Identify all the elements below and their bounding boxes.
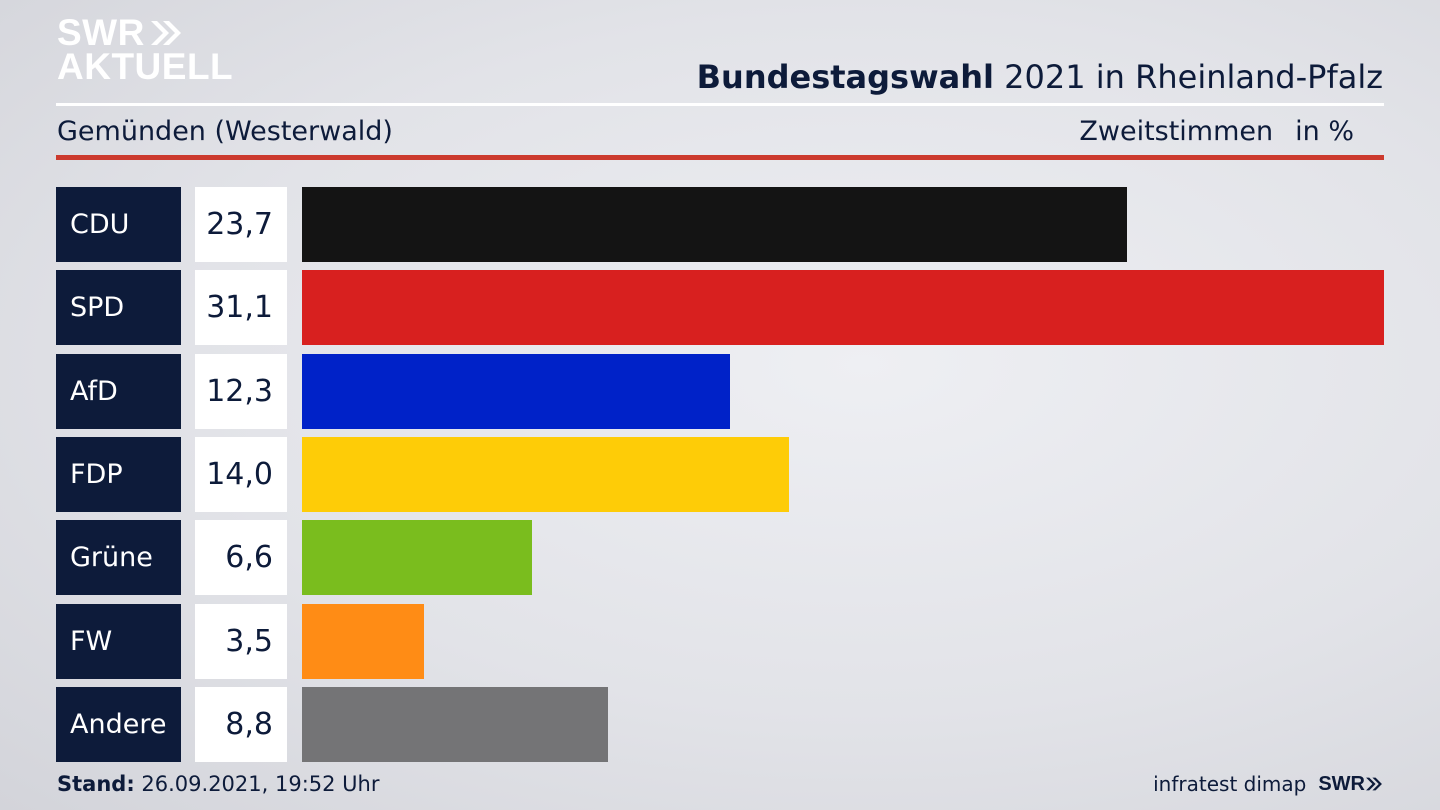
swr-footer-text: SWR [1318,772,1365,795]
party-label: Grüne [56,520,181,596]
bar-row: SPD 31,1 [56,270,1384,346]
bar [302,353,730,429]
title-rest: 2021 in Rheinland-Pfalz [994,58,1383,96]
value-label: 23,7 [195,187,287,262]
party-label: FW [56,603,181,679]
bar-row: CDU 23,7 [56,187,1384,262]
bar [302,187,1127,262]
bar-row: Andere 8,8 [56,686,1384,762]
bar-row: FDP 14,0 [56,436,1384,512]
party-label: FDP [56,436,181,512]
source-name: infratest dimap [1153,772,1307,796]
party-label: AfD [56,353,181,429]
logo-swr: SWR [57,12,233,53]
value-label: 14,0 [195,436,287,512]
bar [302,686,608,762]
divider-white [56,103,1384,106]
swr-aktuell-logo: SWR AKTUELL [57,12,234,87]
value-label: 31,1 [195,270,287,346]
value-label: 3,5 [195,603,287,679]
party-label: CDU [56,187,181,262]
double-chevron-right-icon [149,19,183,47]
bar-row: Grüne 6,6 [56,520,1384,596]
bar [302,436,789,512]
swr-footer-logo: SWR [1318,773,1383,796]
title-bold: Bundestagswahl [696,58,994,96]
source-credit: infratest dimap SWR [1153,772,1383,796]
double-chevron-right-icon [1366,777,1382,791]
value-label: 12,3 [195,353,287,429]
divider-red [56,155,1384,160]
stand-label: Stand: [57,772,135,796]
value-label: 8,8 [195,686,287,762]
timestamp: Stand: 26.09.2021, 19:52 Uhr [57,772,380,796]
bar [302,603,424,679]
bar-chart: CDU 23,7 SPD 31,1 AfD 12,3 FDP 14,0 Grüne 6,6 FW 3,… [56,187,1384,762]
bar [302,520,532,596]
bar [302,270,1384,346]
party-label: SPD [56,270,181,346]
stand-value: 26.09.2021, 19:52 Uhr [134,772,380,796]
value-label: 6,6 [195,520,287,596]
unit-label: in % [1295,116,1354,147]
bar-row: FW 3,5 [56,603,1384,679]
region-subtitle: Gemünden (Westerwald) [57,116,393,147]
vote-type-label: Zweitstimmen in % [1079,116,1354,147]
logo-aktuell: AKTUELL [57,46,234,87]
bar-row: AfD 12,3 [56,353,1384,429]
logo-swr-text: SWR [57,12,145,53]
page-title: Bundestagswahl 2021 in Rheinland-Pfalz [697,58,1383,96]
vote-type: Zweitstimmen [1079,116,1274,147]
party-label: Andere [56,686,181,762]
